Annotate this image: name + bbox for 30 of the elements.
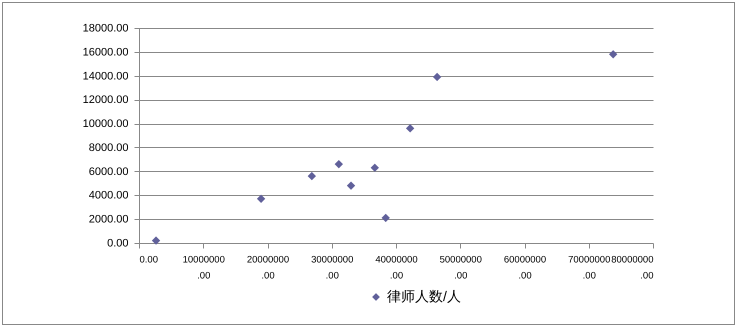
y-tick-label: 14000.00 <box>82 70 128 82</box>
x-tick-label: 20000000.00 <box>246 254 290 282</box>
x-tick-label: 40000000.00 <box>375 254 418 282</box>
point <box>432 72 442 82</box>
point <box>346 181 356 190</box>
x-tick-label: 10000000.00 <box>182 254 225 282</box>
point <box>406 124 414 133</box>
point <box>152 236 160 245</box>
x-tick-label: 70000000.00 <box>568 254 610 282</box>
x-tick-label: 0.00 <box>140 254 158 266</box>
point <box>608 50 618 58</box>
point <box>308 172 316 180</box>
y-tick-label: 10000.00 <box>82 118 128 130</box>
x-tick-label: 80000000.00 <box>611 254 654 282</box>
y-tick-label: 16000.00 <box>82 46 128 58</box>
y-tick-label: 12000.00 <box>82 94 128 106</box>
x-tick-label: 50000000.00 <box>440 254 482 282</box>
y-tick-label: 6000.00 <box>88 166 128 178</box>
y-tick-label: 8000.00 <box>88 142 128 154</box>
y-tick-label: 18000.00 <box>82 22 128 34</box>
point <box>370 164 379 172</box>
point <box>256 194 266 203</box>
legend-label: 律师人数/人 <box>387 288 461 304</box>
y-tick-label: 2000.00 <box>88 214 128 226</box>
x-tick-label: 60000000.00 <box>504 254 546 282</box>
x-tick-label: 30000000.00 <box>311 254 354 282</box>
point <box>382 214 390 222</box>
y-tick-label: 4000.00 <box>88 190 128 202</box>
y-tick-label: 0.00 <box>107 238 128 250</box>
point <box>334 160 343 168</box>
